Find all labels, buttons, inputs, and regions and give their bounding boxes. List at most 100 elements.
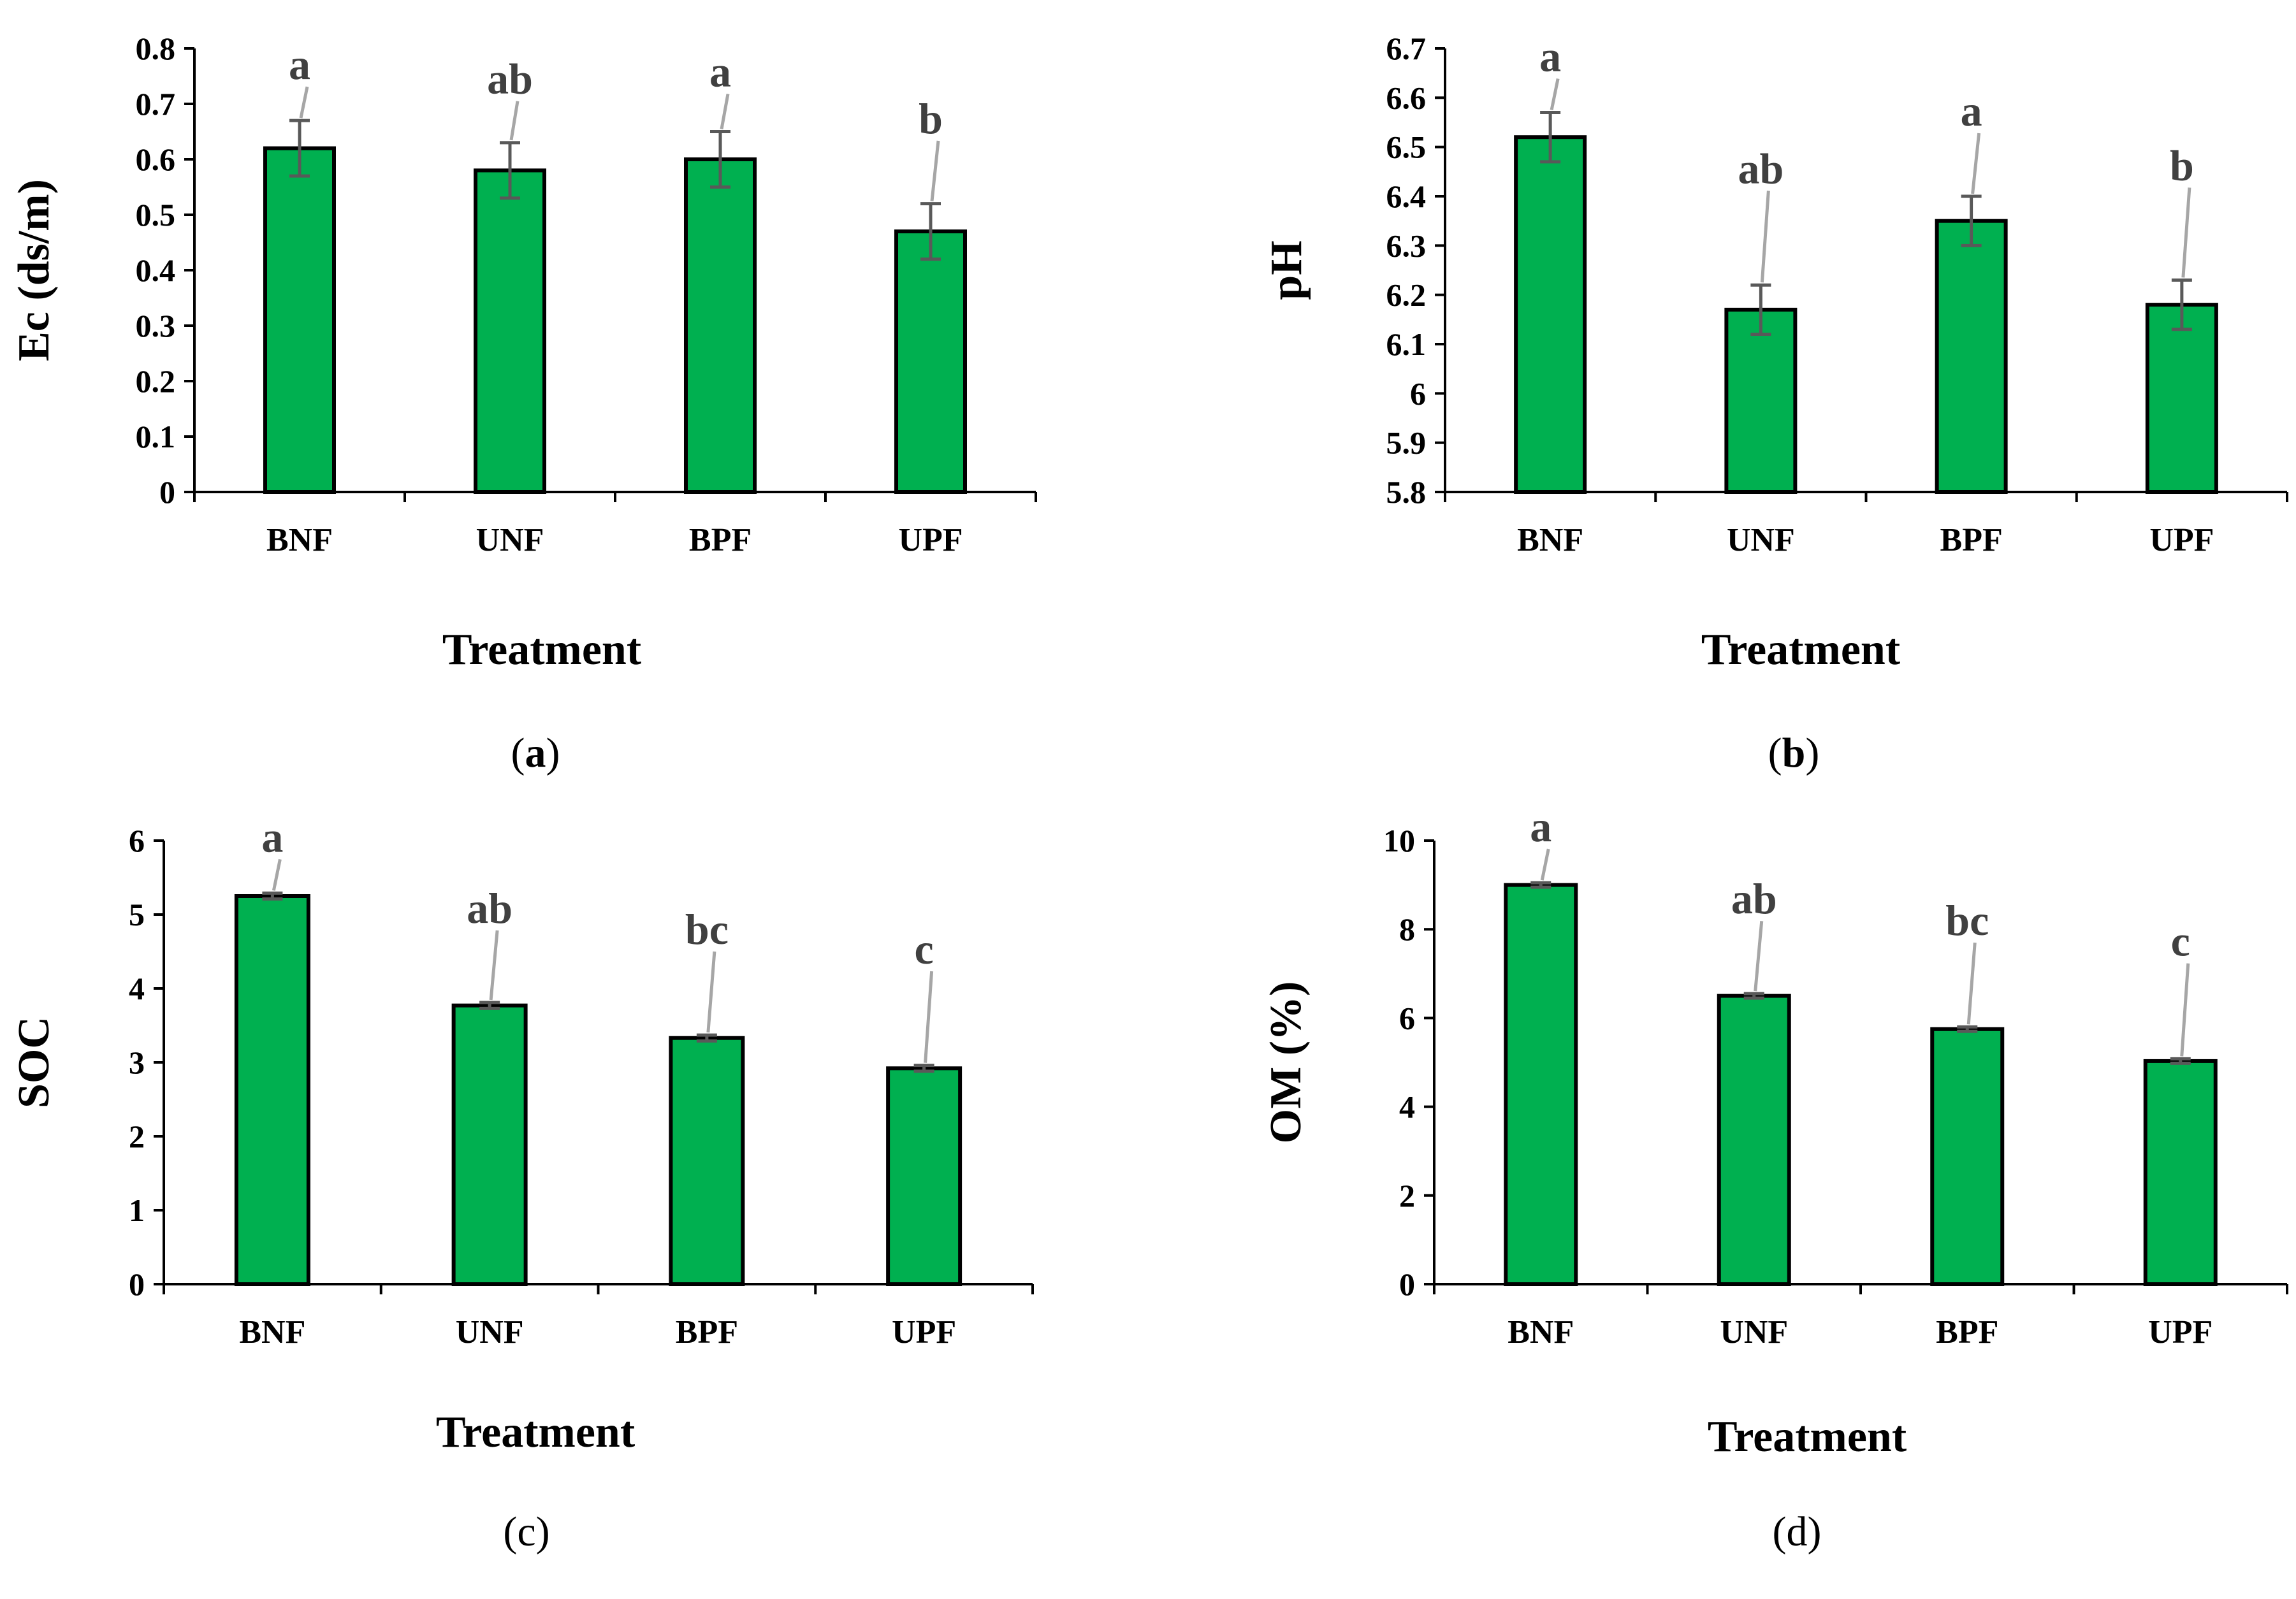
x-category-label: UPF [898,522,963,558]
bar-unf [451,1003,528,1286]
bar-unf [1724,307,1798,494]
y-tick-label: 6.3 [1386,228,1427,263]
y-tick-label: 0.3 [136,308,176,344]
y-tick-label: 4 [129,971,145,1006]
bar-upf [2145,303,2218,494]
y-tick-label: 6.4 [1386,178,1427,214]
y-tick-label: 2 [1399,1178,1415,1213]
significance-label: ab [467,884,512,932]
label-leader-line [272,858,282,891]
y-tick-label: 0 [159,474,175,510]
y-tick-label: 0.7 [136,86,176,122]
chart-panel-c: 0 1 2 3 4 5 6 a BNF ab UNF bc BPF c UPF SOC Treatment (c) [10,813,1034,1555]
label-leader-line [1754,920,1764,992]
bar-unf [474,168,546,494]
significance-label: c [2171,917,2190,966]
x-category-label: UPF [2148,1314,2212,1350]
y-tick-label: 0.2 [136,363,176,399]
y-tick-label: 6 [1399,1000,1415,1036]
significance-label: a [289,40,310,89]
x-category-label: UNF [456,1314,524,1350]
x-category-label: UNF [476,522,544,558]
y-tick-label: 5.8 [1386,474,1427,510]
label-leader-line [1966,942,1977,1025]
x-category-label: BNF [1517,522,1583,558]
panel-letter: (b) [1768,730,1820,776]
x-category-label: BPF [676,1314,738,1350]
y-tick-label: 6 [1410,375,1426,411]
y-tick-label: 6.2 [1386,277,1427,313]
label-leader-line [1760,191,1770,283]
x-category-label: UPF [2149,522,2214,558]
y-tick-label: 0 [1399,1266,1415,1302]
significance-label: a [1539,33,1561,81]
label-leader-line [2181,187,2191,278]
bar-bnf [263,146,336,495]
y-tick-label: 4 [1399,1089,1415,1125]
label-leader-line [2180,963,2190,1057]
bar-upf [2143,1059,2218,1286]
y-axis-title: Ec (ds/m) [10,179,59,361]
x-category-label: BNF [1508,1314,1574,1350]
significance-label: a [709,47,731,96]
bar-upf [886,1066,963,1286]
label-leader-line [489,930,499,1001]
significance-label: bc [1945,896,1989,944]
y-tick-label: 0.8 [136,31,176,66]
y-axis-title: OM (%) [1261,981,1311,1144]
significance-label: c [915,925,934,973]
bar-bpf [1930,1027,2005,1286]
bar-bnf [1504,883,1578,1287]
chart-panel-d: 0 2 4 6 8 10 a BNF ab UNF bc BPF c UPF OM (%) Treatment… [1261,802,2288,1555]
y-axis-title: pH [1262,240,1311,300]
chart-panel-b: 5.8 5.9 6 6.1 6.2 6.3 6.4 6.5 6.6 6.7 a BNF ab UNF a BP… [1262,31,2288,776]
y-tick-label: 6.1 [1386,326,1427,362]
x-category-label: UNF [1720,1314,1788,1350]
panel-letter: (a) [511,730,560,776]
x-category-label: UNF [1727,522,1795,558]
x-axis-title: Treatment [442,625,641,674]
x-category-label: BNF [266,522,333,558]
y-tick-label: 2 [129,1118,145,1154]
x-category-label: BPF [1940,522,2003,558]
x-axis-title: Treatment [1701,625,1900,674]
bar-upf [894,229,967,494]
y-tick-label: 0 [129,1266,145,1302]
y-tick-label: 5.9 [1386,425,1427,461]
y-tick-label: 3 [129,1045,145,1080]
y-tick-label: 10 [1383,823,1415,858]
x-category-label: UPF [892,1314,956,1350]
x-category-label: BPF [689,522,752,558]
panel-letter: (d) [1773,1509,1822,1555]
bar-bnf [234,894,310,1286]
y-tick-label: 0.1 [136,419,176,454]
significance-label: ab [1731,874,1777,923]
significance-label: bc [685,905,729,953]
significance-label: b [2170,141,2194,189]
label-leader-line [1550,78,1560,111]
y-tick-label: 6.6 [1386,80,1427,115]
label-leader-line [1971,133,1981,194]
y-tick-label: 6.7 [1386,31,1427,66]
y-tick-label: 6.5 [1386,129,1427,165]
significance-label: b [919,94,943,143]
x-axis-title: Treatment [1708,1412,1907,1461]
x-category-label: BNF [239,1314,305,1350]
y-tick-label: 8 [1399,911,1415,947]
label-leader-line [930,140,940,201]
chart-panel-a: 0 0.1 0.2 0.3 0.4 0.5 0.6 0.7 0.8 a BNF ab UNF a BPF b U… [10,31,1037,776]
y-tick-label: 0.5 [136,197,176,233]
x-axis-title: Treatment [436,1408,635,1457]
bar-bnf [1514,135,1587,494]
label-leader-line [509,101,520,141]
label-leader-line [720,93,730,129]
x-category-label: BPF [1936,1314,1998,1350]
label-leader-line [299,86,309,119]
significance-label: ab [487,55,533,103]
y-tick-label: 0.6 [136,141,176,177]
bar-bpf [669,1036,745,1286]
y-tick-label: 6 [129,823,145,858]
significance-label: a [261,813,283,861]
y-tick-label: 0.4 [136,252,176,288]
bar-bpf [684,157,757,494]
